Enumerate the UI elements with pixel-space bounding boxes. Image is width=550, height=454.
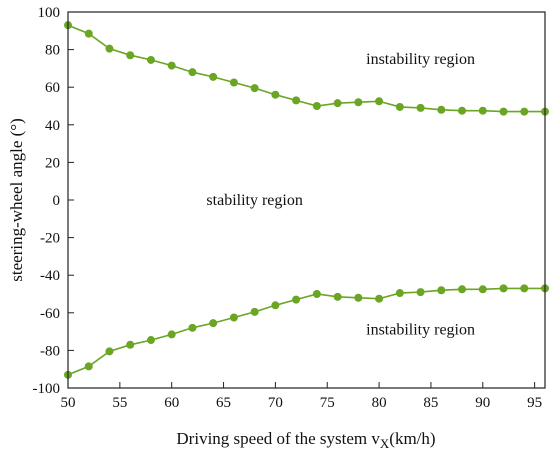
data-point — [250, 307, 259, 316]
y-tick-label: -100 — [33, 381, 61, 397]
y-tick-label: 40 — [45, 118, 60, 134]
data-point — [458, 285, 467, 294]
y-tick-label: 0 — [53, 193, 61, 209]
data-point — [333, 99, 342, 108]
x-axis-title-subscript: X — [380, 436, 390, 451]
y-tick-label: 100 — [38, 5, 61, 21]
data-point — [146, 336, 155, 345]
series-1 — [64, 21, 549, 116]
x-axis-title-unit: (km/h) — [389, 429, 435, 448]
data-point — [499, 284, 508, 293]
series-layer — [64, 21, 549, 379]
data-point — [229, 78, 238, 87]
data-point — [416, 103, 425, 112]
data-point — [209, 72, 218, 81]
data-point — [167, 61, 176, 70]
y-tick-label: -60 — [40, 306, 60, 322]
y-tick-label: 20 — [45, 155, 60, 171]
series-2 — [64, 284, 549, 379]
data-point — [333, 292, 342, 301]
data-point — [105, 347, 114, 356]
data-point — [395, 102, 404, 111]
data-point — [209, 319, 218, 328]
region-label: instability region — [366, 51, 475, 68]
data-point — [520, 107, 529, 116]
data-point — [271, 90, 280, 99]
data-point — [292, 295, 301, 304]
data-point — [354, 293, 363, 302]
data-point — [229, 313, 238, 322]
data-point — [84, 362, 93, 371]
annotation-layer: instability region stability region instab… — [206, 51, 475, 339]
x-tick-label: 75 — [320, 395, 335, 411]
x-tick-label: 55 — [112, 395, 127, 411]
data-point — [250, 84, 259, 93]
data-point — [437, 105, 446, 114]
data-point — [520, 284, 529, 293]
data-point — [167, 330, 176, 339]
region-label: stability region — [206, 192, 302, 209]
data-point — [354, 98, 363, 107]
ticks-layer: 50 55 60 65 70 75 80 85 90 95 -100 -80 -60 -40 -20 0 20 4… — [33, 5, 543, 411]
data-point — [478, 106, 487, 115]
data-point — [188, 323, 197, 332]
y-axis-title: steering-wheel angle (°) — [7, 118, 26, 282]
data-point — [146, 55, 155, 64]
x-tick-label: 80 — [372, 395, 387, 411]
data-point — [126, 340, 135, 349]
x-tick-label: 70 — [268, 395, 283, 411]
data-point — [499, 107, 508, 116]
data-point — [375, 97, 384, 106]
data-point — [375, 294, 384, 303]
y-tick-label: 60 — [45, 80, 60, 96]
data-point — [292, 96, 301, 105]
x-tick-label: 60 — [164, 395, 179, 411]
data-point — [188, 68, 197, 77]
x-tick-label: 90 — [475, 395, 490, 411]
x-tick-label: 65 — [216, 395, 231, 411]
y-tick-label: -20 — [40, 231, 60, 247]
data-point — [312, 102, 321, 110]
x-axis-title: Driving speed of the system vX(km/h) — [176, 429, 435, 451]
data-point — [395, 289, 404, 298]
data-point — [84, 29, 93, 38]
y-tick-label: -80 — [40, 343, 60, 359]
x-tick-label: 85 — [423, 395, 438, 411]
data-point — [105, 44, 114, 53]
data-point — [271, 301, 280, 310]
data-point — [126, 51, 135, 60]
data-point — [478, 285, 487, 294]
data-point — [416, 288, 425, 297]
series-line — [67, 24, 545, 113]
y-tick-label: 80 — [45, 43, 60, 59]
data-point — [437, 286, 446, 295]
data-point — [312, 290, 321, 298]
data-point — [458, 106, 467, 115]
y-tick-label: -40 — [40, 268, 60, 284]
region-label: instability region — [366, 322, 475, 339]
x-tick-label: 50 — [61, 395, 76, 411]
x-tick-label: 95 — [527, 395, 542, 411]
